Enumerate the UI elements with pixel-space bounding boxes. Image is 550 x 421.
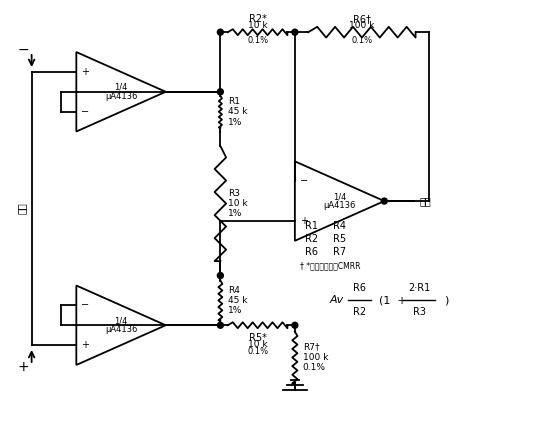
Text: 2·R1: 2·R1 xyxy=(408,283,430,293)
Text: ): ) xyxy=(444,296,448,305)
Text: R2*: R2* xyxy=(249,14,267,24)
Text: 输入: 输入 xyxy=(16,203,27,214)
Text: R6†: R6† xyxy=(353,14,371,24)
Text: 10 k: 10 k xyxy=(248,21,267,30)
Text: +: + xyxy=(81,340,89,350)
Text: 10 k: 10 k xyxy=(248,340,267,349)
Text: μA4136: μA4136 xyxy=(105,325,137,334)
Text: R6: R6 xyxy=(305,247,318,257)
Text: −: − xyxy=(300,176,308,186)
Text: −: − xyxy=(81,107,90,117)
Text: 1/4: 1/4 xyxy=(114,316,128,325)
Text: −: − xyxy=(81,300,90,310)
Text: +: + xyxy=(18,360,30,374)
Text: R7: R7 xyxy=(333,247,346,257)
Text: R3
10 k
1%: R3 10 k 1% xyxy=(228,189,248,218)
Text: 0.1%: 0.1% xyxy=(351,36,372,45)
Text: +: + xyxy=(300,216,308,226)
Text: 0.1%: 0.1% xyxy=(247,347,268,356)
Text: R1
45 k
1%: R1 45 k 1% xyxy=(228,97,248,127)
Text: R2: R2 xyxy=(305,234,318,244)
Circle shape xyxy=(217,89,223,95)
Text: R3: R3 xyxy=(412,307,426,317)
Text: (1  +: (1 + xyxy=(379,296,407,305)
Text: 0.1%: 0.1% xyxy=(247,36,268,45)
Text: 输出: 输出 xyxy=(419,196,431,206)
Text: 1/4: 1/4 xyxy=(114,83,128,92)
Text: Av: Av xyxy=(329,296,344,305)
Circle shape xyxy=(292,29,298,35)
Circle shape xyxy=(381,198,387,204)
Text: R2: R2 xyxy=(353,307,366,317)
Text: 100 k: 100 k xyxy=(349,21,375,30)
Text: −: − xyxy=(18,43,30,57)
Text: R5*: R5* xyxy=(249,333,267,343)
Text: † *匹配精度决定CMRR: † *匹配精度决定CMRR xyxy=(300,261,360,270)
Text: R4: R4 xyxy=(333,221,345,231)
Text: μA4136: μA4136 xyxy=(105,92,137,101)
Circle shape xyxy=(217,29,223,35)
Text: R5: R5 xyxy=(333,234,346,244)
Text: +: + xyxy=(81,67,89,77)
Text: R4
45 k
1%: R4 45 k 1% xyxy=(228,285,248,315)
Circle shape xyxy=(217,272,223,279)
Text: R1: R1 xyxy=(305,221,318,231)
Circle shape xyxy=(292,322,298,328)
Text: R7†
100 k
0.1%: R7† 100 k 0.1% xyxy=(303,343,328,373)
Text: 1/4: 1/4 xyxy=(333,192,346,201)
Text: μA4136: μA4136 xyxy=(323,201,356,210)
Circle shape xyxy=(217,322,223,328)
Text: R6: R6 xyxy=(353,283,366,293)
